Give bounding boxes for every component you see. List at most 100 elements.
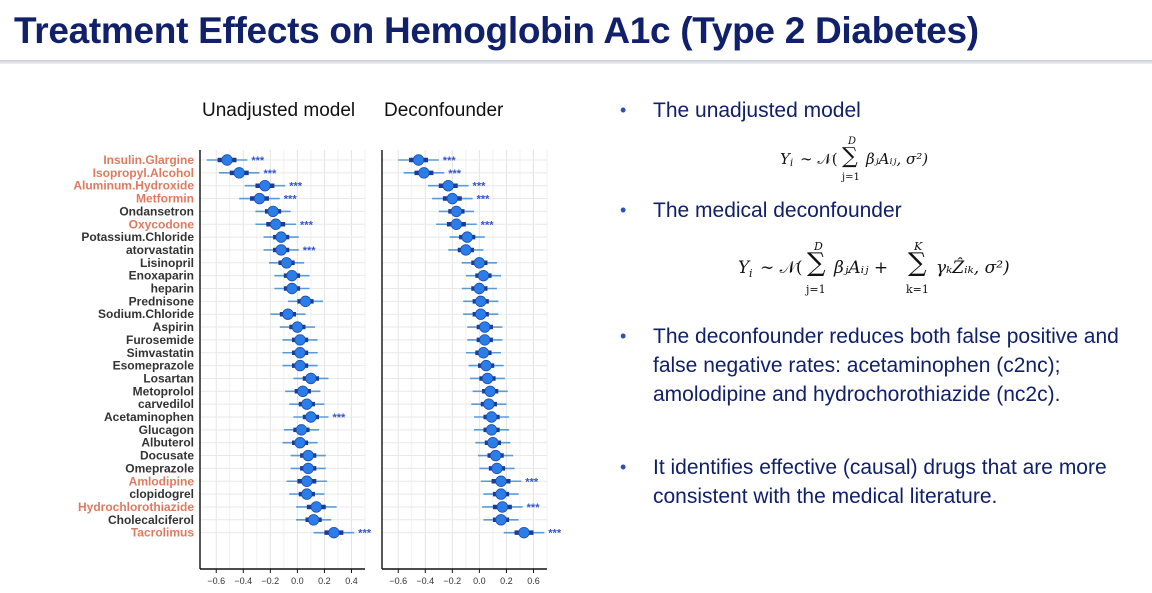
forest-row <box>463 295 499 308</box>
forest-row <box>287 295 324 308</box>
significance-stars: *** <box>477 194 491 206</box>
forest-row <box>274 269 310 282</box>
estimate-point <box>301 475 313 487</box>
drug-label: Insulin.Glargine <box>103 153 194 167</box>
estimate-point <box>450 218 463 230</box>
drug-label: Metformin <box>136 192 194 206</box>
forest-row: *** <box>432 192 491 206</box>
forest-row <box>465 347 502 359</box>
bullet-unadjusted: • The unadjusted model <box>620 96 1123 125</box>
estimate-point <box>301 488 313 500</box>
estimate-point <box>442 179 454 192</box>
x-tick-label: −0.2 <box>261 576 279 586</box>
significance-stars: *** <box>284 194 298 206</box>
forest-row <box>479 462 515 475</box>
estimate-point <box>481 372 494 385</box>
forest-row: *** <box>293 411 346 424</box>
forest-row <box>469 372 506 385</box>
drug-label: Enoxaparin <box>129 269 194 283</box>
drug-label: carvedilol <box>138 397 194 411</box>
drug-label: Lisinopril <box>140 256 194 270</box>
forest-row <box>270 308 306 320</box>
drug-label: Furosemide <box>126 333 194 347</box>
forest-row <box>468 359 504 372</box>
drug-label: Hydrochlorothiazide <box>78 500 194 514</box>
forest-row <box>282 347 318 359</box>
drug-label: Albuterol <box>141 436 194 450</box>
drug-label: Losartan <box>143 371 194 385</box>
estimate-point <box>480 359 492 372</box>
bullet-dot-icon: • <box>620 100 627 120</box>
estimate-point <box>291 321 304 333</box>
forest-row: *** <box>403 167 462 180</box>
bullet-text: The medical deconfounder <box>653 199 902 222</box>
estimate-point <box>267 205 279 218</box>
forest-row <box>290 449 326 462</box>
estimate-point <box>491 462 503 475</box>
drug-label: Esomeprazole <box>113 359 195 373</box>
drug-label: Ondansetron <box>119 204 194 218</box>
bullet-text: It identifies effective (causal) drugs t… <box>653 456 1107 508</box>
drug-label: Oxycodone <box>129 217 195 231</box>
estimate-point <box>275 231 287 243</box>
forest-row <box>274 282 310 295</box>
forest-row: *** <box>313 526 372 540</box>
forest-row: *** <box>480 475 539 488</box>
drug-label: Acetaminophen <box>104 410 194 424</box>
estimate-point <box>305 411 317 423</box>
forest-row <box>289 398 325 410</box>
panel-background <box>200 150 365 569</box>
x-tick-label: 0.0 <box>291 576 304 586</box>
forest-row <box>471 398 507 410</box>
forest-row <box>296 501 337 513</box>
estimate-point <box>302 449 314 462</box>
forest-row: *** <box>427 179 486 193</box>
estimate-point <box>297 385 309 398</box>
forest-row <box>473 411 510 423</box>
forest-row: *** <box>263 244 316 257</box>
forest-plot: −0.6 −0.4 −0.2 0.0 0.2 0.4 Unadjusted model ***… <box>73 100 562 586</box>
forest-row <box>282 334 318 346</box>
x-tick-label: 0.0 <box>473 576 486 586</box>
bullet-text: The deconfounder reduces both false posi… <box>653 325 1119 406</box>
significance-stars: *** <box>289 181 303 193</box>
significance-stars: *** <box>251 155 265 167</box>
estimate-point <box>495 475 507 487</box>
equation-deconfounder: Y i ∼ 𝒩( D ∑ j=1 βⱼAᵢⱼ + K ∑ k=1 γₖẐᵢₖ, … <box>738 240 1010 296</box>
forest-row <box>461 257 497 269</box>
panel-title: Unadjusted model <box>202 100 355 121</box>
estimate-point <box>259 179 271 192</box>
estimate-point <box>489 449 502 462</box>
estimate-point <box>477 347 490 359</box>
forest-row <box>282 437 318 449</box>
title-divider <box>0 60 1152 64</box>
forest-row: *** <box>218 167 277 180</box>
x-tick-label: 0.2 <box>500 576 513 586</box>
forest-row: *** <box>436 218 495 231</box>
significance-stars: *** <box>448 168 462 180</box>
estimate-point <box>253 192 266 205</box>
drug-label: Prednisone <box>129 294 195 308</box>
forest-row <box>283 424 320 436</box>
drug-label: Aluminum.Hydroxide <box>73 179 194 193</box>
significance-stars: *** <box>481 219 495 231</box>
estimate-point <box>495 514 507 526</box>
estimate-point <box>460 244 472 256</box>
forest-row <box>475 437 511 449</box>
drug-label: Docusate <box>140 449 194 463</box>
forest-row <box>268 257 305 269</box>
forest-row <box>467 334 503 346</box>
estimate-point <box>294 347 306 359</box>
estimate-point <box>282 308 294 320</box>
bullet-causal: • It identifies effective (causal) drugs… <box>620 453 1123 511</box>
bullet-deconfounder: • The medical deconfounder <box>620 196 1123 225</box>
estimate-point <box>487 437 499 449</box>
forest-row <box>293 372 329 385</box>
forest-row: *** <box>398 154 456 167</box>
x-tick-label: 0.2 <box>318 576 331 586</box>
drug-label: Amlodipine <box>129 474 195 488</box>
forest-row <box>255 205 291 218</box>
forest-row <box>282 359 318 372</box>
x-tick-label: −0.4 <box>416 576 434 586</box>
forest-row: *** <box>206 154 265 167</box>
